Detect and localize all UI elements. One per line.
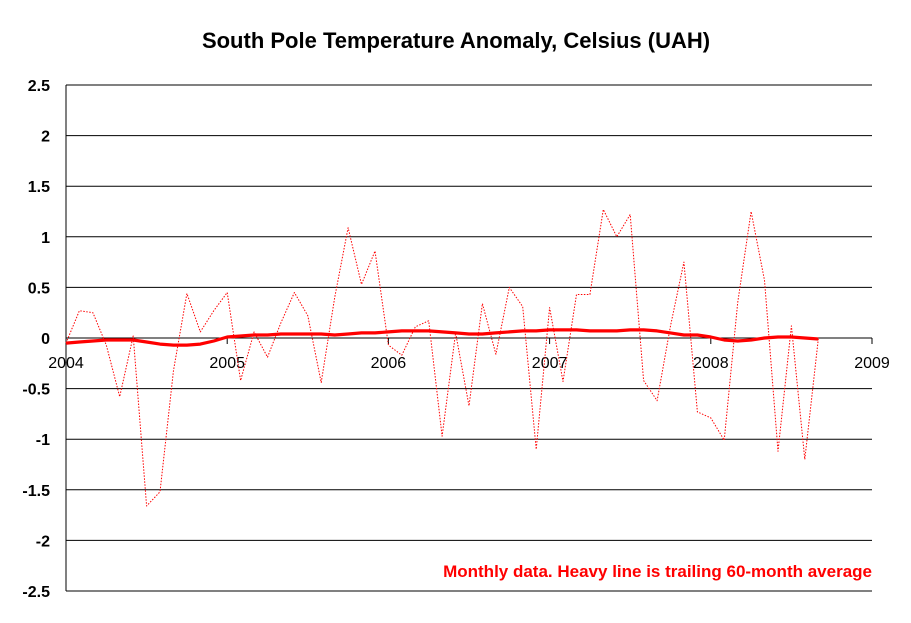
y-tick-label: -2 (36, 533, 50, 550)
y-axis-ticks: 2.5 2 1.5 1 0.5 0 -0.5 -1 -1.5 -2 -2.5 (22, 78, 50, 601)
y-tick-label: 0.5 (28, 280, 50, 297)
y-tick-label: -2.5 (22, 584, 50, 601)
average-line (65, 328, 819, 347)
y-tick-label: -1.5 (22, 483, 50, 500)
x-tick-label: 2008 (693, 355, 729, 372)
x-tick-label: 2009 (854, 355, 890, 372)
x-axis-ticks: 2004 2005 2006 2007 2008 2009 (48, 338, 890, 372)
y-tick-label: 2 (41, 129, 50, 146)
y-tick-label: -1 (36, 432, 50, 449)
y-tick-label: 2.5 (28, 78, 50, 95)
y-tick-label: 1.5 (28, 179, 50, 196)
y-tick-label: 1 (41, 230, 50, 247)
series-lines (65, 209, 819, 507)
gridlines (65, 84, 872, 592)
x-tick-label: 2005 (209, 355, 245, 372)
monthly-line (65, 209, 819, 507)
chart-annotation: Monthly data. Heavy line is trailing 60-… (443, 562, 872, 581)
y-tick-label: -0.5 (22, 382, 50, 399)
x-tick-label: 2006 (371, 355, 407, 372)
x-tick-label: 2007 (532, 355, 568, 372)
y-tick-label: 0 (41, 331, 50, 348)
x-tick-label: 2004 (48, 355, 84, 372)
chart-title: South Pole Temperature Anomaly, Celsius … (202, 28, 710, 53)
